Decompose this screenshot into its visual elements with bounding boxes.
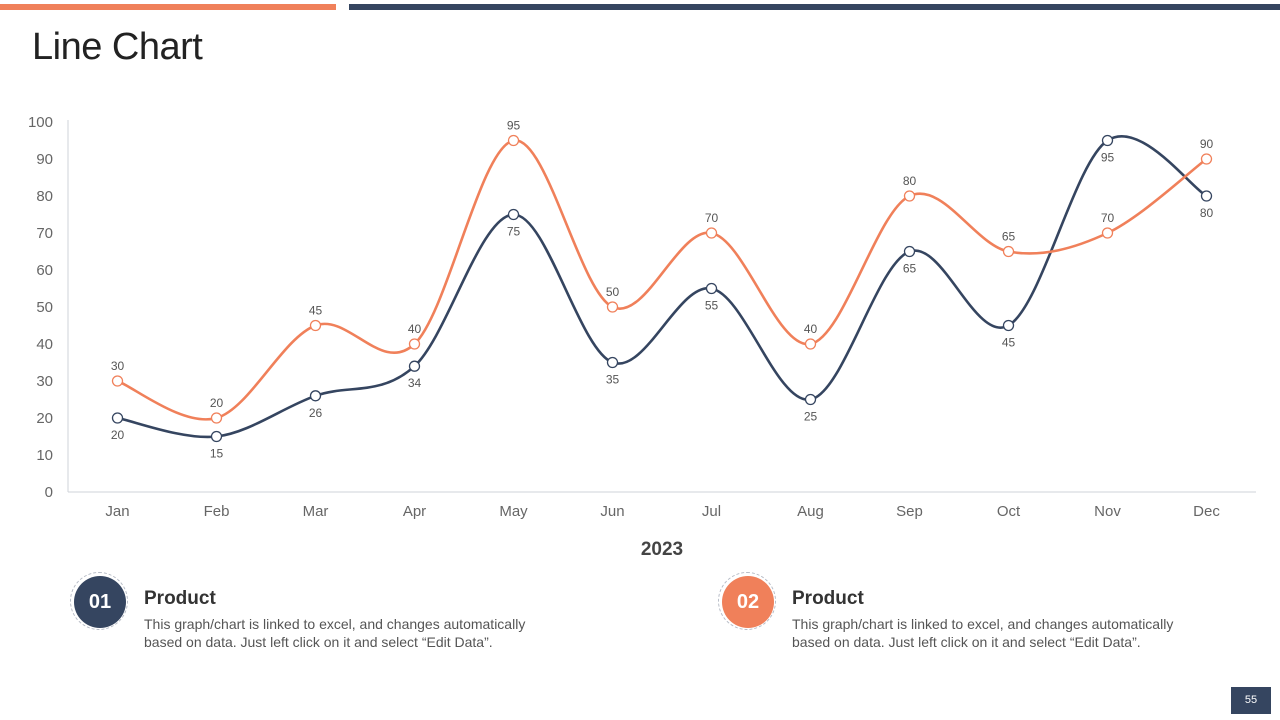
data-label: 25: [804, 410, 818, 424]
data-point: [903, 245, 916, 258]
data-label: 15: [210, 447, 224, 461]
x-tick-label: Nov: [1094, 503, 1121, 520]
y-tick-label: 50: [36, 299, 53, 316]
y-tick-label: 70: [36, 225, 53, 242]
x-tick-label: Jan: [105, 503, 129, 520]
data-point: [705, 227, 718, 239]
data-label: 34: [408, 376, 422, 390]
x-axis-title: 2023: [641, 539, 683, 560]
data-point: [1002, 245, 1015, 258]
y-tick-label: 20: [36, 410, 53, 427]
y-tick-label: 30: [36, 373, 53, 390]
data-point: [309, 390, 322, 402]
accent-bar-orange: [0, 4, 336, 10]
x-tick-label: Oct: [997, 503, 1021, 520]
data-label: 65: [1002, 230, 1016, 244]
data-point: [408, 360, 421, 372]
badge-01: 01: [74, 576, 126, 628]
data-label: 90: [1200, 137, 1214, 151]
y-tick-label: 60: [36, 262, 53, 279]
data-point: [606, 301, 619, 313]
data-label: 80: [903, 174, 917, 188]
data-label: 40: [408, 322, 422, 336]
data-point: [111, 412, 124, 424]
page-number: 55: [1231, 687, 1271, 714]
data-label: 45: [309, 304, 323, 318]
legend-heading: Product: [144, 588, 216, 609]
data-label: 20: [210, 396, 224, 410]
data-label: 50: [606, 285, 620, 299]
y-tick-label: 40: [36, 336, 53, 353]
data-point: [1002, 319, 1015, 332]
y-tick-label: 80: [36, 188, 53, 205]
data-point: [507, 134, 520, 147]
data-label: 70: [705, 211, 719, 225]
x-tick-label: May: [499, 503, 528, 520]
data-point: [309, 319, 322, 332]
data-label: 55: [705, 299, 719, 313]
data-label: 75: [507, 225, 521, 239]
y-tick-label: 0: [45, 484, 53, 501]
x-tick-label: Aug: [797, 503, 824, 520]
data-point: [1200, 153, 1213, 165]
data-label: 45: [1002, 336, 1016, 350]
page-title: Line Chart: [32, 26, 203, 68]
data-label: 20: [111, 428, 125, 442]
accent-bar-navy: [349, 4, 1280, 10]
badge-ring: [718, 572, 776, 630]
data-label: 70: [1101, 211, 1115, 225]
data-label: 65: [903, 262, 917, 276]
x-tick-label: Feb: [204, 503, 230, 520]
legend-description: This graph/chart is linked to excel, and…: [792, 616, 1174, 650]
line-chart[interactable]: 0 10 20 30 40 50 60 70 80 90 100 Jan Feb Mar Apr May Jun…: [0, 0, 1280, 570]
x-tick-label: Jul: [702, 503, 721, 520]
legend-description: This graph/chart is linked to excel, and…: [144, 616, 526, 650]
legend-heading: Product: [792, 588, 864, 609]
data-point: [804, 393, 817, 406]
badge-ring: [70, 572, 128, 630]
data-point: [111, 375, 124, 387]
data-label: 80: [1200, 206, 1214, 220]
data-point: [1101, 227, 1114, 239]
data-point: [1101, 134, 1114, 147]
data-point: [705, 282, 718, 295]
data-point: [210, 412, 223, 424]
data-label: 30: [111, 359, 125, 373]
badge-02: 02: [722, 576, 774, 628]
x-tick-label: Apr: [403, 503, 426, 520]
data-label: 95: [1101, 151, 1115, 165]
data-point: [408, 338, 421, 350]
data-point: [903, 190, 916, 202]
data-label: 26: [309, 406, 323, 420]
y-tick-label: 100: [28, 114, 53, 131]
x-tick-label: Sep: [896, 503, 923, 520]
data-point: [507, 208, 520, 221]
x-tick-label: Dec: [1193, 503, 1220, 520]
x-tick-label: Mar: [303, 503, 329, 520]
y-tick-label: 10: [36, 447, 53, 464]
data-point: [1200, 190, 1213, 202]
data-point: [804, 338, 817, 350]
data-label: 40: [804, 322, 818, 336]
data-label: 95: [507, 119, 521, 133]
series-line-2: [116, 139, 1208, 421]
x-tick-label: Jun: [600, 503, 624, 520]
series-line-1: [117, 135, 1208, 439]
data-point: [606, 356, 619, 369]
y-tick-label: 90: [36, 151, 53, 168]
data-point: [210, 430, 223, 443]
data-label: 35: [606, 373, 620, 387]
